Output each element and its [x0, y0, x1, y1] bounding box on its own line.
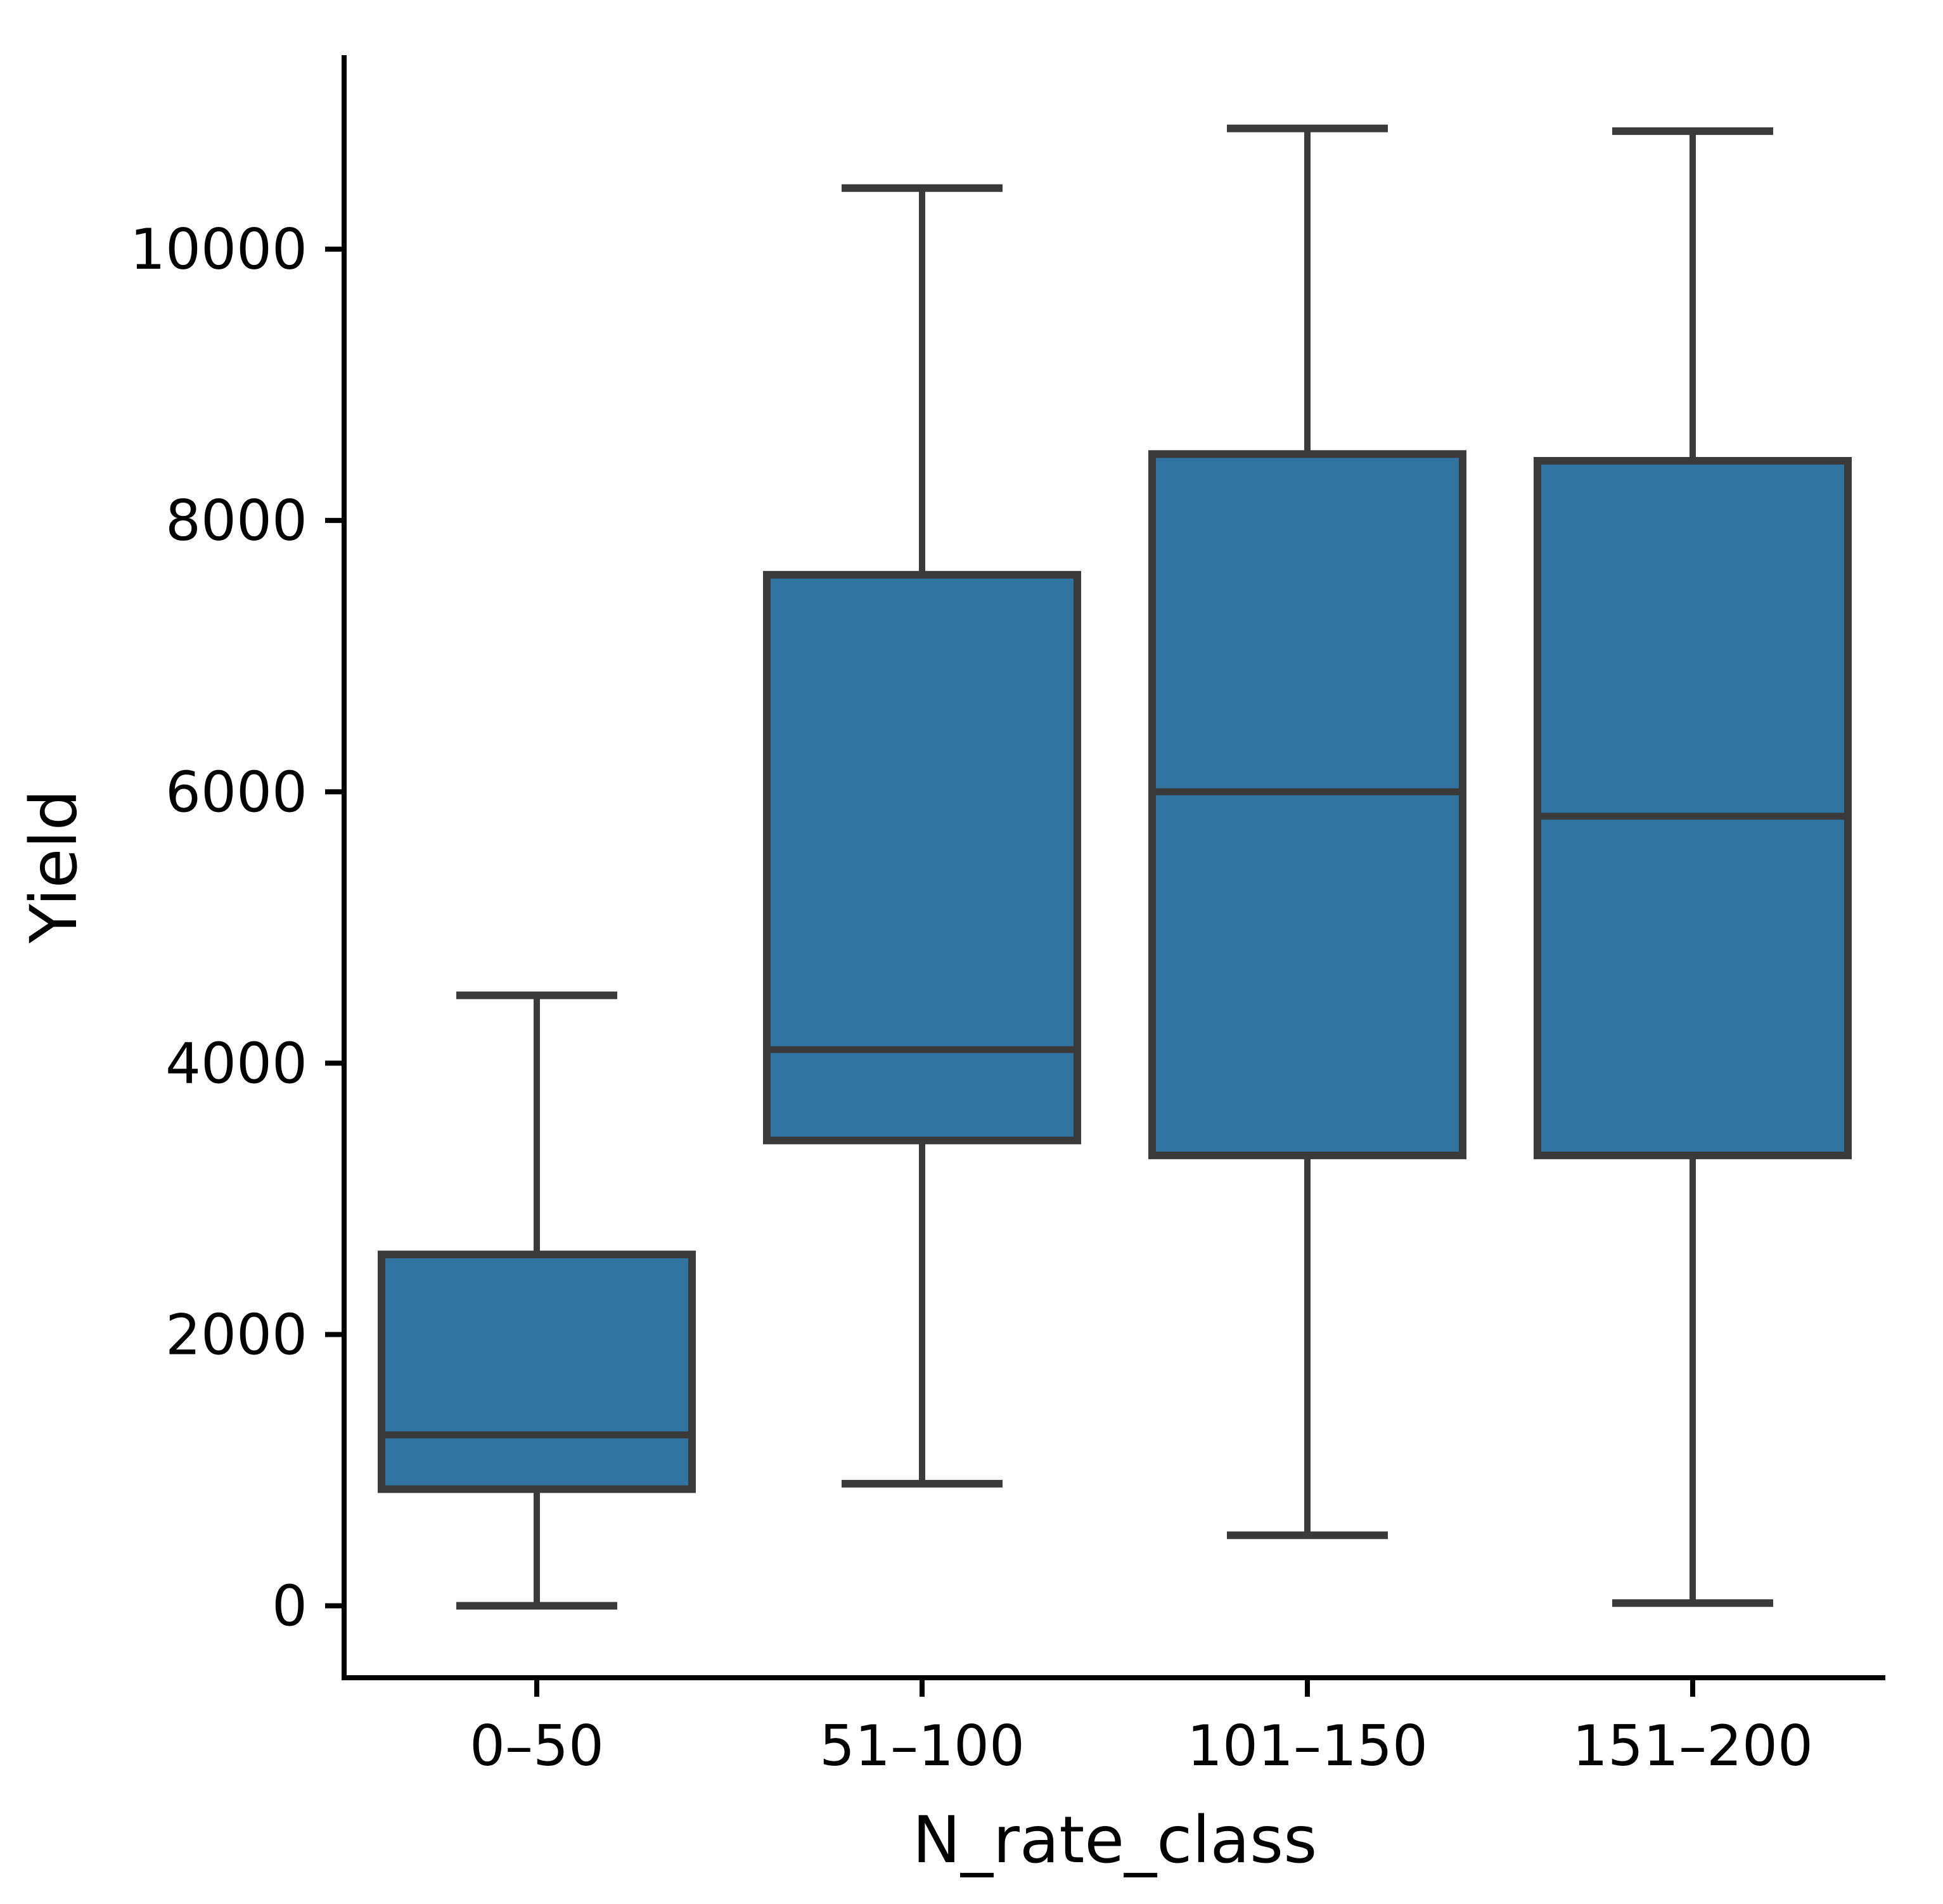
- box: [763, 570, 1081, 1145]
- box: [1534, 457, 1852, 1159]
- y-tick-label: 4000: [165, 1031, 307, 1096]
- x-tick-label: 0–50: [470, 1713, 604, 1779]
- y-tick-label: 0: [272, 1574, 307, 1639]
- y-axis-label: Yield: [16, 790, 92, 944]
- y-tick-label: 10000: [130, 217, 307, 282]
- plot-area: 0 2000 4000 6000 8000 10000 0–50 51–100 101–150 1…: [130, 55, 1885, 1779]
- x-tick-label: 101–150: [1187, 1713, 1428, 1779]
- box: [1148, 450, 1466, 1159]
- x-tick-label: 151–200: [1572, 1713, 1813, 1779]
- x-axis-label: N_rate_class: [913, 1803, 1318, 1878]
- y-tick-label: 8000: [165, 488, 307, 553]
- y-tick-label: 6000: [165, 759, 307, 825]
- box: [378, 1251, 696, 1493]
- y-tick-label: 2000: [165, 1302, 307, 1367]
- x-tick-label: 51–100: [819, 1713, 1025, 1779]
